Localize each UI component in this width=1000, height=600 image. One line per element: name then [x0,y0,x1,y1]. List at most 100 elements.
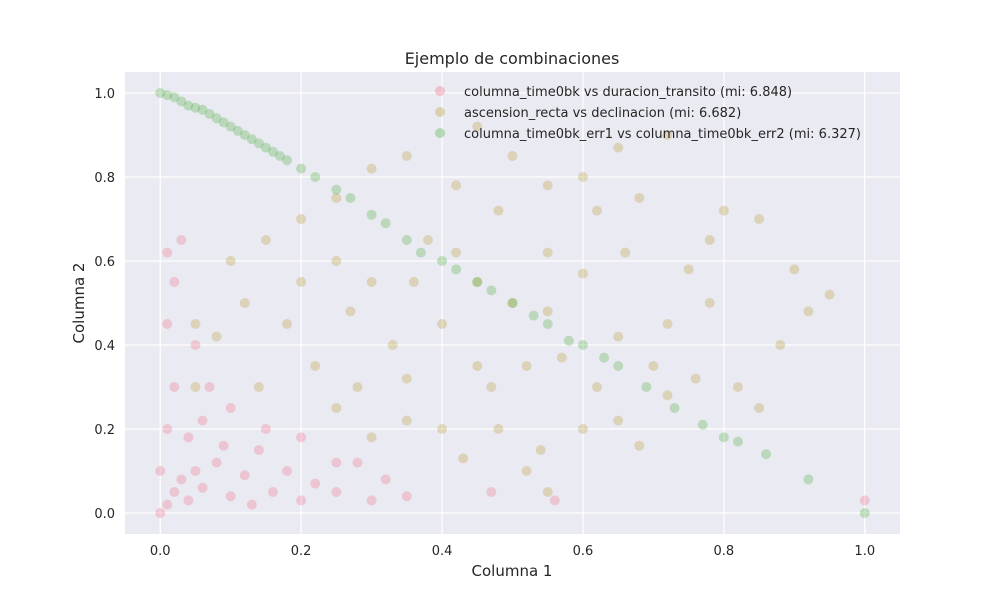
data-point [577,424,588,434]
data-point [246,134,257,145]
data-point [155,466,166,476]
data-point [535,445,546,455]
data-point [690,373,701,384]
plot-background [125,72,900,534]
data-point [521,361,532,371]
data-point [521,466,532,476]
x-tick-label: 0.2 [291,544,312,559]
data-point [331,193,342,203]
data-point [225,403,236,413]
data-point [697,419,708,430]
data-point [641,382,652,392]
data-point [282,155,293,166]
data-point [331,184,342,195]
data-point [197,104,208,115]
data-point [310,478,321,489]
data-point [472,277,483,287]
legend-marker [435,86,445,96]
data-point [507,298,518,308]
data-point [366,277,377,287]
data-point [422,235,433,245]
data-point [380,474,391,485]
data-point [577,268,588,279]
data-point [190,340,201,350]
y-tick-label: 0.4 [94,339,115,354]
data-point [204,109,215,119]
data-point [225,491,236,502]
data-point [472,361,483,371]
data-point [282,466,293,476]
data-point [282,319,293,329]
data-point [648,361,659,371]
data-point [239,130,250,140]
data-points [155,88,870,518]
data-point [451,180,462,191]
legend-marker [435,128,445,138]
data-point [267,487,278,497]
data-point [718,432,729,443]
x-tick-label: 0.6 [573,544,594,559]
data-point [225,121,236,132]
data-point [577,172,588,182]
data-point [380,218,391,229]
data-point [493,205,504,216]
data-point [366,163,377,174]
data-point [634,440,645,451]
data-point [577,340,588,350]
legend-label: columna_time0bk_err1 vs columna_time0bk_… [464,127,861,142]
data-point [155,508,166,518]
data-point [486,487,497,497]
y-tick-label: 1.0 [94,87,115,102]
legend-marker [435,107,445,117]
data-point [401,373,412,384]
series-0 [155,235,870,518]
data-point [824,289,835,300]
grid [125,72,900,534]
x-tick-label: 0.0 [150,544,171,559]
data-point [211,113,222,124]
data-point [211,457,222,468]
data-point [775,340,786,350]
data-point [451,247,462,258]
data-point [204,382,215,392]
data-point [176,96,187,107]
y-tick-label: 0.0 [94,507,115,522]
y-tick-label: 0.2 [94,423,115,438]
data-point [803,474,814,485]
y-tick-labels: 0.0 0.2 0.4 0.6 0.8 1.0 [94,87,115,522]
data-point [310,361,321,371]
data-point [415,247,426,258]
data-point [296,277,307,287]
data-point [253,445,264,455]
data-point [260,424,271,434]
data-point [401,235,412,245]
data-point [683,264,694,275]
data-point [803,306,814,317]
x-axis-title: Columna 1 [472,562,553,580]
data-point [366,432,377,443]
data-point [472,277,483,287]
data-point [331,457,342,468]
data-point [789,264,800,275]
data-point [401,151,412,161]
data-point [296,432,307,443]
data-point [387,340,398,350]
data-point [542,306,553,317]
legend: columna_time0bk vs duracion_transito (mi… [435,85,861,142]
data-point [451,264,462,275]
data-point [190,319,201,329]
data-point [472,121,483,132]
data-point [225,256,236,266]
data-point [162,499,173,510]
data-point [190,466,201,476]
data-point [542,487,553,497]
data-point [366,209,377,220]
data-point [458,453,469,464]
data-point [197,415,208,426]
x-tick-label: 0.8 [714,544,735,559]
data-point [183,432,194,443]
data-point [296,214,307,224]
data-point [493,424,504,434]
data-point [549,495,560,506]
